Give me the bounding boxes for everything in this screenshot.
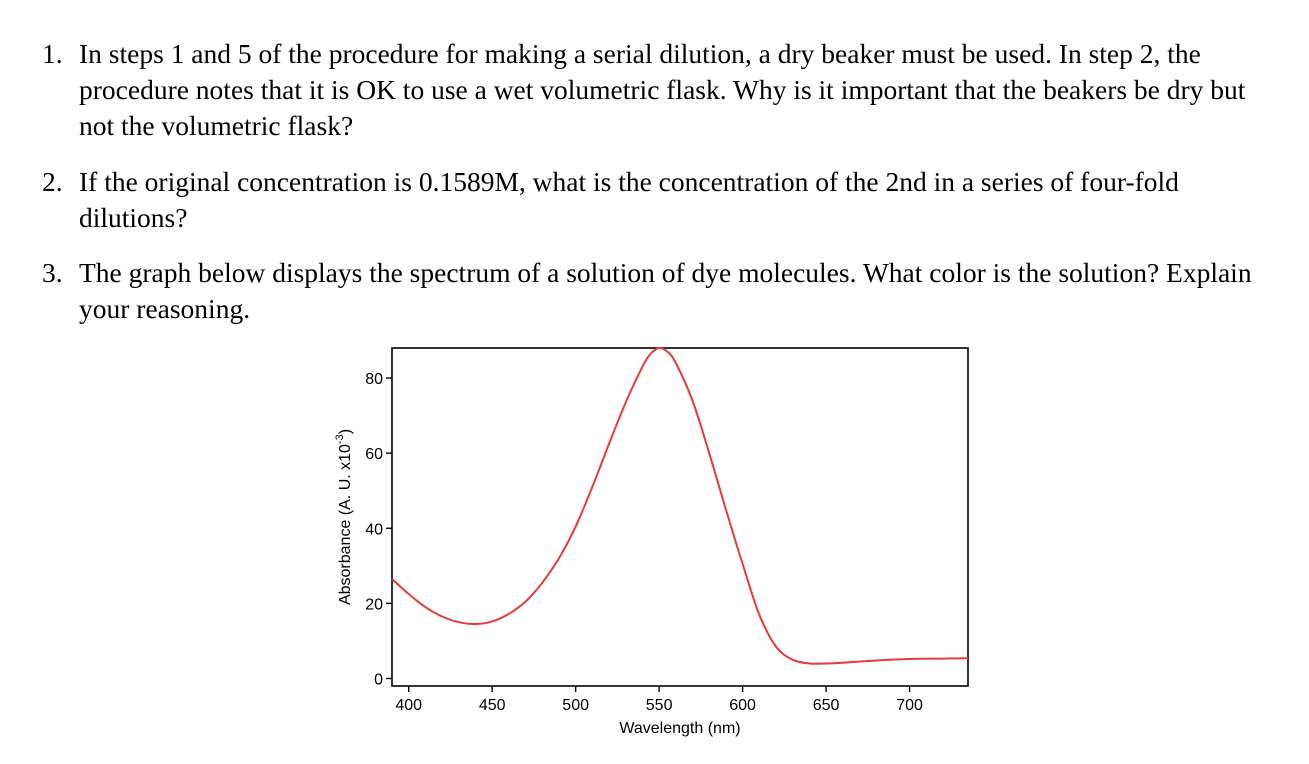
y-tick-label: 80 — [365, 371, 383, 388]
y-axis-title-main: Absorbance (A. U. x10 — [337, 444, 354, 605]
question-3-number: 3. — [42, 257, 63, 288]
x-tick-label: 700 — [896, 697, 923, 714]
plot-frame — [391, 347, 969, 687]
x-tick-label: 650 — [813, 697, 840, 714]
absorbance-spectrum-chart: 400 450 500 550 600 650 700 0 20 40 60 80 Wavelengt… — [334, 346, 969, 737]
y-axis-title-exponent: -3 — [334, 434, 346, 444]
y-axis-title-end: ) — [337, 429, 354, 434]
y-tick-label: 60 — [365, 446, 383, 463]
y-axis-title: Absorbance (A. U. x10-3) — [334, 429, 354, 605]
y-tick-label: 0 — [374, 671, 383, 688]
x-tick-label: 500 — [562, 697, 589, 714]
x-axis-title: Wavelength (nm) — [619, 720, 740, 737]
y-tick-label: 20 — [365, 596, 383, 613]
x-tick-label: 450 — [479, 697, 506, 714]
question-2-number: 2. — [42, 166, 63, 197]
question-1: 1. In steps 1 and 5 of the procedure for… — [42, 36, 1277, 144]
x-tick-label: 400 — [395, 697, 422, 714]
question-3-text: The graph below displays the spectrum of… — [79, 257, 1252, 324]
x-tick-label: 550 — [646, 697, 673, 714]
y-tick-label: 40 — [365, 521, 383, 538]
question-1-text: In steps 1 and 5 of the procedure for ma… — [79, 38, 1246, 141]
question-2-text: If the original concentration is 0.1589M… — [79, 166, 1179, 233]
question-2: 2. If the original concentration is 0.15… — [42, 164, 1277, 236]
question-1-number: 1. — [42, 38, 63, 69]
spectrum-line — [391, 346, 969, 665]
question-3: 3. The graph below displays the spectrum… — [42, 255, 1277, 327]
x-tick-label: 600 — [729, 697, 756, 714]
